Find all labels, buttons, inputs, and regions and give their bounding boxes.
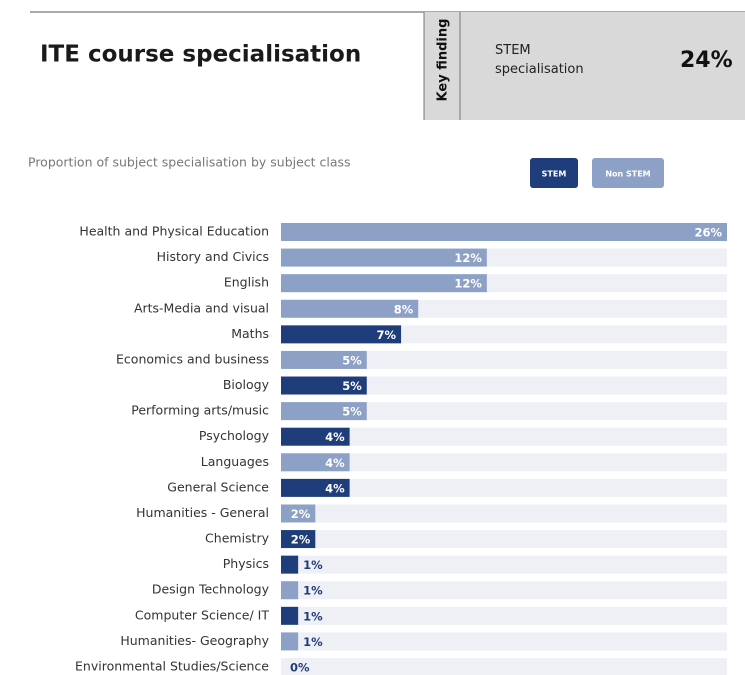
bar-track [281,453,727,472]
bar [281,530,316,549]
value-label: 4% [325,430,345,444]
key-finding-value: 24% [680,48,733,73]
category-label: Humanities- Geography [120,633,269,648]
category-label: Chemistry [205,531,270,546]
key-finding-box [424,12,745,120]
value-label: 2% [291,507,311,521]
category-label: Environmental Studies/Science [75,659,269,674]
legend-label: Non STEM [605,170,650,179]
value-label: 1% [303,558,323,572]
value-label: 1% [303,635,323,649]
bar [281,350,367,369]
value-label: 5% [342,405,362,419]
bar [281,632,299,651]
legend-swatch [592,158,664,188]
bar-track [281,504,727,523]
category-label: Maths [231,326,269,341]
value-label: 5% [342,379,362,393]
bar [281,606,299,625]
value-label: 1% [303,609,323,623]
bar-track [281,581,727,600]
bar-track [281,478,727,497]
value-label: 4% [325,456,345,470]
bar-track [281,350,727,369]
bar-track [281,658,727,675]
bar [281,376,367,395]
bar-track [281,402,727,421]
value-label: 1% [303,584,323,598]
bar [281,581,299,600]
category-label: History and Civics [157,249,269,264]
value-label: 12% [454,251,482,265]
bar [281,478,350,497]
category-label: Performing arts/music [131,403,269,418]
category-label: General Science [167,479,269,494]
bar-track [281,606,727,625]
bar-track [281,376,727,395]
value-label: 12% [454,277,482,291]
category-label: Psychology [199,428,270,443]
bar [281,402,367,421]
key-finding-heading: Key finding [436,19,451,102]
subtitle: Proportion of subject specialisation by … [28,155,351,170]
bar [281,223,727,241]
category-label: Design Technology [152,582,270,597]
value-label: 8% [394,302,414,316]
bar [281,299,419,318]
value-label: 4% [325,481,345,495]
value-label: 2% [291,533,311,547]
value-label: 7% [377,328,397,342]
category-label: Economics and business [116,351,269,366]
bar-track [281,427,727,446]
value-label: 5% [342,353,362,367]
legend-swatch [530,158,578,188]
category-label: Physics [223,556,269,571]
category-label: Languages [201,454,269,469]
value-label: 0% [290,661,310,675]
bar [281,427,350,446]
bar-track [281,555,727,574]
bar [281,248,487,267]
bar [281,555,299,574]
bar [281,453,350,472]
bar-track [281,632,727,651]
category-label: Health and Physical Education [79,224,269,239]
bar [281,504,316,523]
bar-track [281,530,727,549]
category-label: Biology [223,377,270,392]
value-label: 26% [694,226,722,240]
key-finding-label: STEM specialisation [495,43,584,77]
chart-title: ITE course specialisation [40,42,361,68]
category-label: Computer Science/ IT [135,607,269,622]
bar [281,325,402,344]
category-label: Humanities - General [136,505,269,520]
bar [281,274,487,293]
legend-label: STEM [542,170,567,179]
category-label: Arts-Media and visual [134,300,269,315]
category-label: English [224,275,269,290]
